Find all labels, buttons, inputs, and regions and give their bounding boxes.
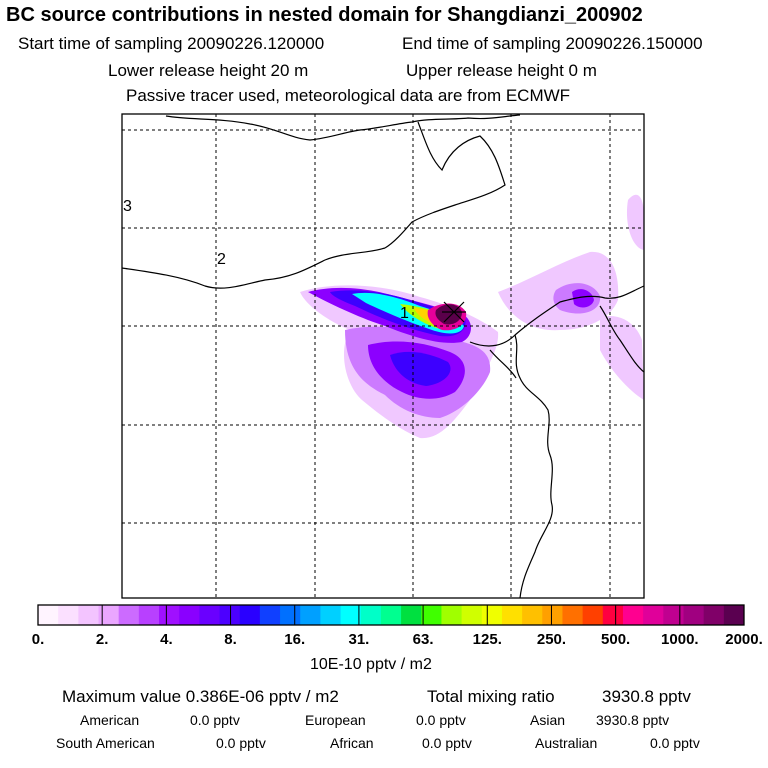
colorbar-segment	[58, 605, 79, 625]
region-value-european: 0.0 pptv	[416, 712, 466, 728]
colorbar-segment	[360, 605, 382, 625]
colorbar-segment	[159, 605, 180, 625]
colorbar-segment	[300, 605, 321, 625]
colorbar-tick-label: 4.	[160, 631, 173, 648]
max-value-label: Maximum value 0.386E-06 pptv / m2	[62, 687, 339, 706]
region-value-asian: 3930.8 pptv	[596, 712, 670, 728]
colorbar-tick-label: 250.	[536, 631, 567, 648]
colorbar-segment	[38, 605, 59, 625]
station-marker-icon	[442, 301, 466, 323]
colorbar-segment	[98, 605, 120, 625]
end-time-label: End time of sampling 20090226.150000	[402, 34, 703, 53]
colorbar-segment	[602, 605, 624, 625]
upper-release-label: Upper release height 0 m	[406, 61, 597, 80]
map-gridlines	[122, 114, 644, 598]
region-value-south-american: 0.0 pptv	[216, 735, 266, 751]
coast-bay	[489, 349, 517, 379]
plume-blue	[390, 351, 451, 386]
total-mixing-label: Total mixing ratio	[427, 687, 555, 706]
colorbar-tick-label: 2000.	[725, 631, 763, 648]
tracer-note: Passive tracer used, meteorological data…	[126, 86, 571, 105]
colorbar-tick-label: 125.	[472, 631, 502, 648]
colorbar-tick-label: 0.	[31, 631, 45, 648]
colorbar-tick-label: 500.	[601, 631, 631, 648]
colorbar-tick-label: 63.	[412, 631, 434, 648]
border-north	[165, 114, 521, 141]
colorbar-tick-label: 1000.	[661, 631, 699, 648]
colorbar-unit-label: 10E-10 pptv / m2	[310, 656, 432, 673]
colorbar-segment	[199, 605, 221, 625]
colorbar-segment	[280, 605, 301, 625]
colorbar-segment	[663, 605, 684, 625]
colorbar-segment	[118, 605, 140, 625]
map-frame	[121, 113, 645, 599]
colorbar-segment	[522, 605, 543, 625]
coast-east	[469, 285, 644, 347]
region-name-african: African	[330, 735, 374, 751]
colorbar-segment	[78, 605, 100, 625]
plume-halo-ne	[627, 194, 644, 250]
colorbar-segment	[421, 605, 442, 625]
colorbar-segment	[582, 605, 604, 625]
colorbar-segment	[703, 605, 725, 625]
colorbar	[38, 605, 745, 625]
region-label-2: 2	[217, 251, 226, 268]
region-value-australian: 0.0 pptv	[650, 735, 700, 751]
colorbar-frame	[37, 604, 745, 626]
map-borders	[122, 114, 644, 598]
region-label-1: 1	[400, 305, 409, 322]
colorbar-segment	[380, 605, 402, 625]
colorbar-tick-label: 8.	[224, 631, 237, 648]
colorbar-segment	[340, 605, 362, 625]
colorbar-segment	[643, 605, 664, 625]
colorbar-segment	[481, 605, 503, 625]
colorbar-segment	[401, 605, 422, 625]
border-west	[122, 247, 386, 289]
region-value-african: 0.0 pptv	[422, 735, 472, 751]
coast-south	[514, 334, 553, 598]
region-name-american: American	[80, 712, 140, 728]
colorbar-segment	[542, 605, 563, 625]
plume-layer	[300, 194, 644, 439]
region-name-australian: Australian	[535, 735, 598, 751]
colorbar-segment	[622, 605, 644, 625]
lower-release-label: Lower release height 20 m	[108, 61, 309, 80]
colorbar-segment	[259, 605, 281, 625]
plume-core	[435, 304, 462, 325]
region-name-european: European	[305, 712, 366, 728]
colorbar-segment	[138, 605, 160, 625]
colorbar-segment	[683, 605, 705, 625]
colorbar-segment	[219, 605, 241, 625]
colorbar-segment	[441, 605, 463, 625]
region-label-3: 3	[123, 198, 132, 215]
border-northeast	[384, 121, 506, 249]
colorbar-tick-label: 2.	[95, 631, 109, 648]
colorbar-segment	[239, 605, 261, 625]
region-value-american: 0.0 pptv	[190, 712, 240, 728]
colorbar-segment	[320, 605, 342, 625]
plume-violet-east	[572, 289, 594, 308]
colorbar-segment	[179, 605, 200, 625]
colorbar-tick-label: 16.	[284, 631, 306, 648]
region-name-south-american: South American	[56, 735, 155, 751]
plume-halo-far-east	[600, 316, 644, 400]
region-name-asian: Asian	[530, 712, 566, 728]
colorbar-tick-label: 31.	[348, 631, 370, 648]
colorbar-segment	[461, 605, 483, 625]
figure-title: BC source contributions in nested domain…	[6, 4, 643, 26]
colorbar-segment	[723, 605, 745, 625]
colorbar-segment	[501, 605, 523, 625]
colorbar-segment	[562, 605, 584, 625]
start-time-label: Start time of sampling 20090226.120000	[18, 34, 325, 53]
total-mixing-value: 3930.8 pptv	[602, 687, 691, 706]
coast-peninsula	[599, 305, 644, 373]
